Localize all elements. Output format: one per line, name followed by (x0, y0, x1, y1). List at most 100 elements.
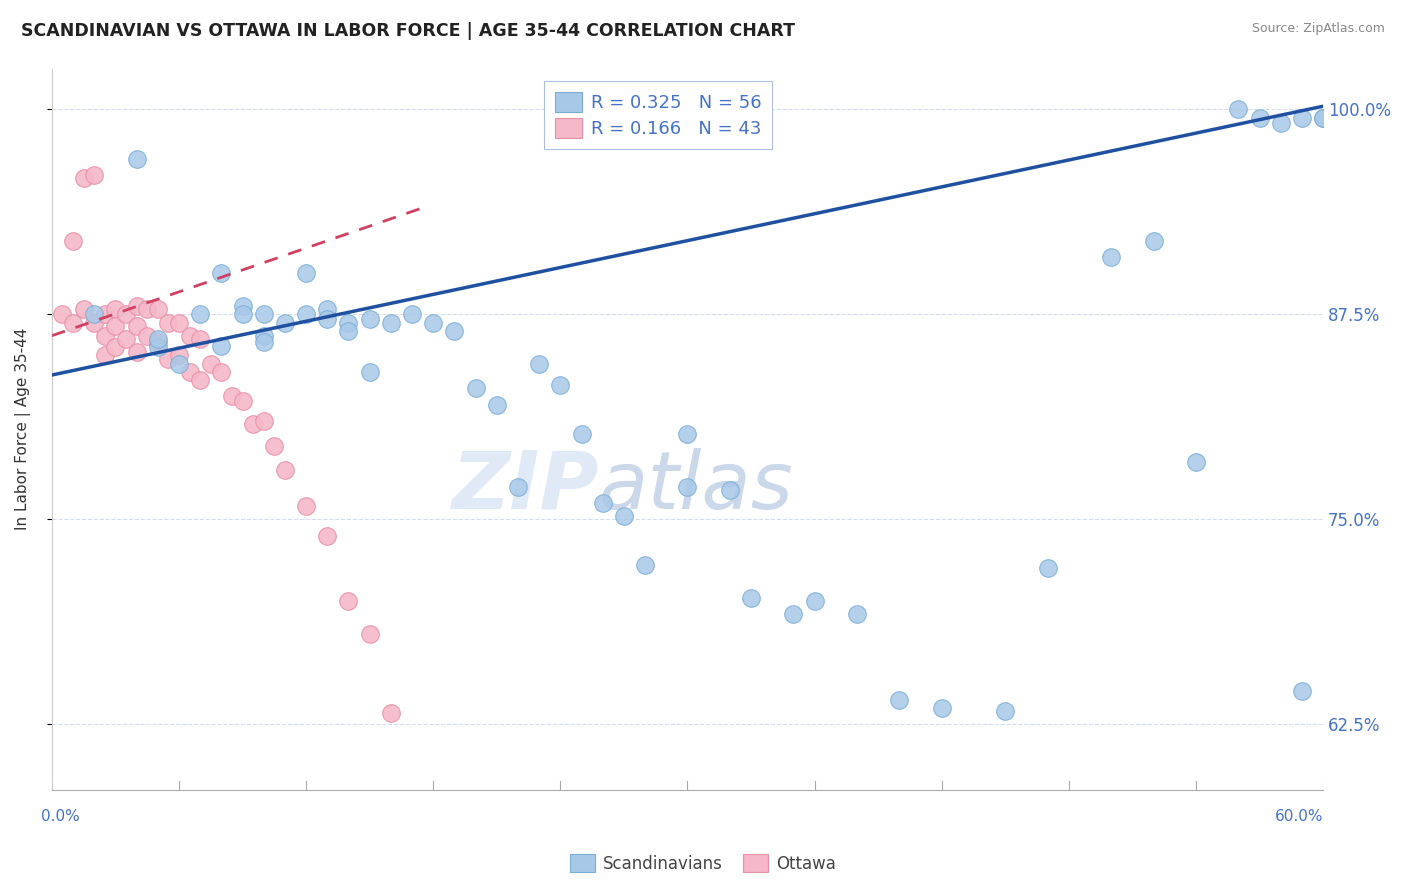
Point (527, 357, 550, 371)
Point (422, 316, 444, 330)
Point (125, 152, 148, 166)
Point (167, 357, 190, 371)
Point (718, 483, 741, 497)
Point (157, 351, 180, 366)
Point (634, 558, 657, 573)
Point (443, 324, 465, 338)
Point (359, 365, 381, 379)
Point (115, 332, 138, 346)
Point (401, 307, 423, 321)
Point (146, 340, 169, 354)
Point (253, 335, 276, 350)
Y-axis label: In Labor Force | Age 35-44: In Labor Force | Age 35-44 (15, 328, 31, 531)
Point (209, 338, 232, 352)
Point (83, 316, 105, 330)
Point (359, 312, 381, 326)
Point (1036, 561, 1059, 575)
Point (125, 345, 148, 359)
Point (115, 307, 138, 321)
Point (464, 381, 486, 395)
Point (179, 328, 201, 343)
Point (1291, 111, 1313, 125)
Point (316, 312, 339, 326)
Point (1312, 111, 1334, 125)
Point (1312, 111, 1334, 125)
Point (1270, 115, 1292, 129)
Point (146, 332, 169, 346)
Point (125, 318, 148, 333)
Point (1185, 455, 1208, 469)
Point (231, 299, 253, 313)
Point (1291, 684, 1313, 698)
Point (803, 594, 825, 608)
Point (72, 171, 94, 186)
Point (506, 479, 529, 493)
Point (188, 307, 211, 321)
Point (231, 307, 253, 321)
Point (167, 316, 190, 330)
Text: 60.0%: 60.0% (1275, 809, 1323, 824)
Point (146, 335, 169, 350)
Point (104, 340, 127, 354)
Text: 0.0%: 0.0% (41, 809, 80, 824)
Point (62, 316, 84, 330)
Point (295, 499, 318, 513)
Point (221, 389, 243, 403)
Point (550, 377, 572, 392)
Point (592, 496, 614, 510)
Point (1099, 250, 1122, 264)
Point (51, 307, 73, 321)
Point (295, 307, 318, 321)
Point (782, 607, 804, 622)
Point (200, 357, 222, 371)
Point (337, 324, 360, 338)
Point (676, 427, 699, 442)
Text: SCANDINAVIAN VS OTTAWA IN LABOR FORCE | AGE 35-44 CORRELATION CHART: SCANDINAVIAN VS OTTAWA IN LABOR FORCE | … (21, 22, 794, 40)
Point (253, 307, 276, 321)
Point (188, 332, 211, 346)
Point (253, 414, 276, 428)
Point (889, 692, 911, 706)
Point (316, 529, 339, 543)
Point (316, 302, 339, 317)
Point (94, 307, 117, 321)
Point (83, 307, 105, 321)
Point (1249, 111, 1271, 125)
Point (485, 398, 508, 412)
Point (274, 463, 297, 477)
Point (146, 302, 169, 317)
Point (209, 267, 232, 281)
Point (571, 427, 593, 442)
Point (380, 316, 402, 330)
Legend: Scandinavians, Ottawa: Scandinavians, Ottawa (564, 847, 842, 880)
Point (83, 168, 105, 182)
Point (295, 267, 318, 281)
Point (167, 348, 190, 362)
Point (72, 302, 94, 317)
Text: atlas: atlas (599, 448, 793, 525)
Point (676, 479, 699, 493)
Legend: R = 0.325   N = 56, R = 0.166   N = 43: R = 0.325 N = 56, R = 0.166 N = 43 (544, 81, 772, 149)
Point (231, 394, 253, 409)
Point (846, 607, 869, 622)
Point (104, 302, 127, 317)
Point (1227, 103, 1250, 117)
Point (274, 316, 297, 330)
Point (931, 700, 953, 714)
Point (380, 706, 402, 720)
Point (188, 373, 211, 387)
Text: Source: ZipAtlas.com: Source: ZipAtlas.com (1251, 22, 1385, 36)
Point (209, 365, 232, 379)
Point (263, 438, 285, 452)
Point (179, 365, 201, 379)
Point (136, 328, 159, 343)
Point (136, 302, 159, 317)
Point (253, 328, 276, 343)
Point (337, 594, 360, 608)
Point (94, 348, 117, 362)
Point (62, 234, 84, 248)
Point (94, 328, 117, 343)
Point (157, 316, 180, 330)
Point (125, 299, 148, 313)
Point (359, 627, 381, 641)
